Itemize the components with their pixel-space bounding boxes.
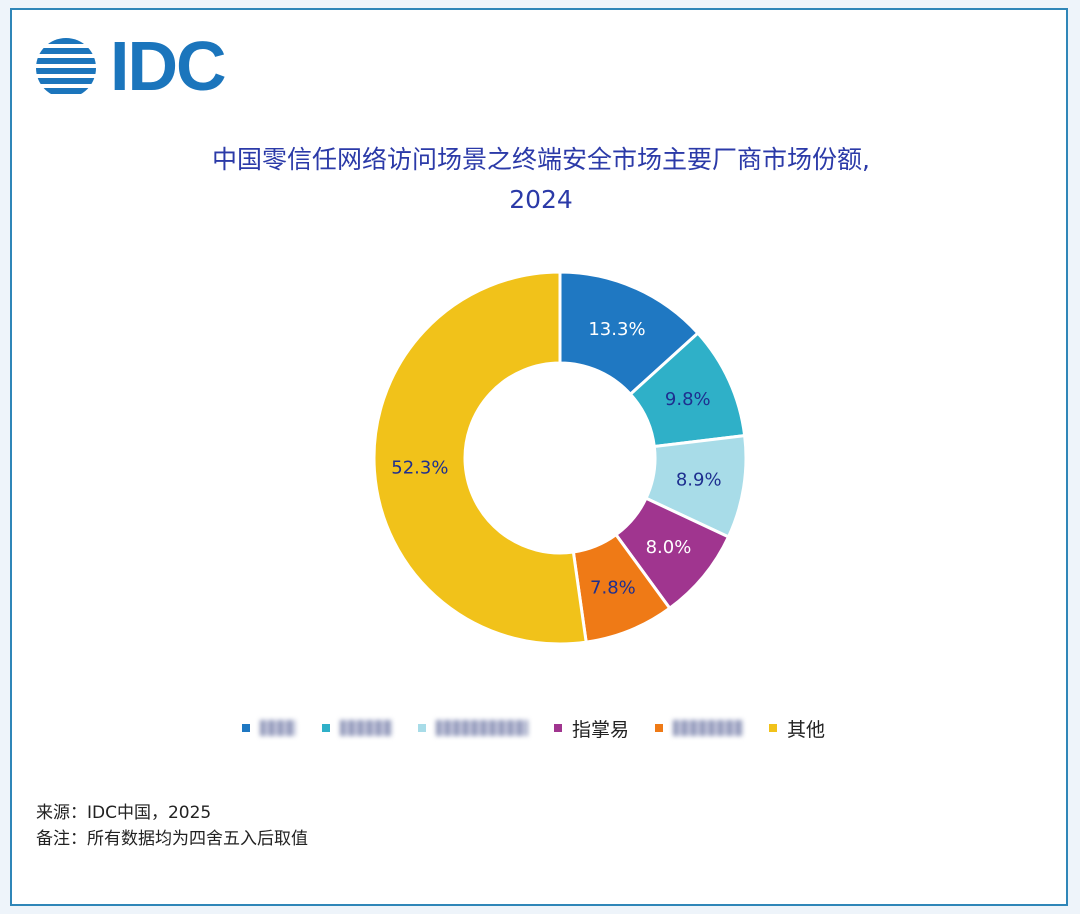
slice-value-label-1: 9.8% bbox=[665, 389, 711, 410]
legend-label-redacted-0 bbox=[260, 720, 296, 736]
globe-logo-icon bbox=[36, 38, 96, 94]
footer-notes: 来源：IDC中国，2025 备注：所有数据均为四舍五入后取值 bbox=[36, 800, 308, 852]
legend-swatch-3 bbox=[554, 724, 562, 732]
legend-label-3: 指掌易 bbox=[572, 718, 630, 741]
chart-title-line2: 2024 bbox=[509, 185, 573, 214]
source-text: 来源：IDC中国，2025 bbox=[36, 803, 212, 823]
chart-title: 中国零信任网络访问场景之终端安全市场主要厂商市场份额, 2024 bbox=[12, 140, 1070, 220]
legend-swatch-4 bbox=[655, 724, 664, 732]
legend-label-5: 其他 bbox=[787, 718, 826, 741]
slice-value-label-3: 8.0% bbox=[646, 537, 692, 558]
donut-slice-5 bbox=[372, 270, 588, 646]
legend-item-4 bbox=[655, 720, 744, 736]
legend-swatch-1 bbox=[322, 724, 330, 732]
logo-text: IDC bbox=[110, 27, 227, 105]
slice-value-label-0: 13.3% bbox=[588, 319, 645, 340]
slice-value-label-5: 52.3% bbox=[391, 457, 448, 478]
donut-chart: 13.3% 9.8% 8.9% 8.0% 7.8% 52.3% bbox=[372, 270, 748, 646]
idc-logo: IDC bbox=[32, 27, 262, 105]
legend-item-3: 指掌易 bbox=[554, 715, 629, 742]
slice-value-label-4: 7.8% bbox=[590, 578, 636, 599]
legend-item-2 bbox=[418, 720, 528, 736]
legend-item-1 bbox=[322, 720, 392, 736]
chart-title-line1: 中国零信任网络访问场景之终端安全市场主要厂商市场份额, bbox=[212, 145, 870, 174]
legend-label-redacted-1 bbox=[340, 720, 392, 736]
legend-label-redacted-2 bbox=[436, 720, 528, 736]
chart-frame: IDC 中国零信任网络访问场景之终端安全市场主要厂商市场份额, 2024 13.… bbox=[10, 8, 1068, 906]
chart-legend: 指掌易 其他 bbox=[242, 713, 851, 743]
legend-item-5: 其他 bbox=[769, 715, 825, 742]
legend-swatch-0 bbox=[242, 724, 250, 732]
legend-swatch-2 bbox=[418, 724, 426, 732]
note-text: 备注：所有数据均为四舍五入后取值 bbox=[36, 829, 308, 849]
slice-value-label-2: 8.9% bbox=[676, 470, 722, 491]
legend-item-0 bbox=[242, 720, 296, 736]
legend-label-redacted-4 bbox=[673, 720, 744, 736]
legend-swatch-5 bbox=[769, 724, 778, 732]
